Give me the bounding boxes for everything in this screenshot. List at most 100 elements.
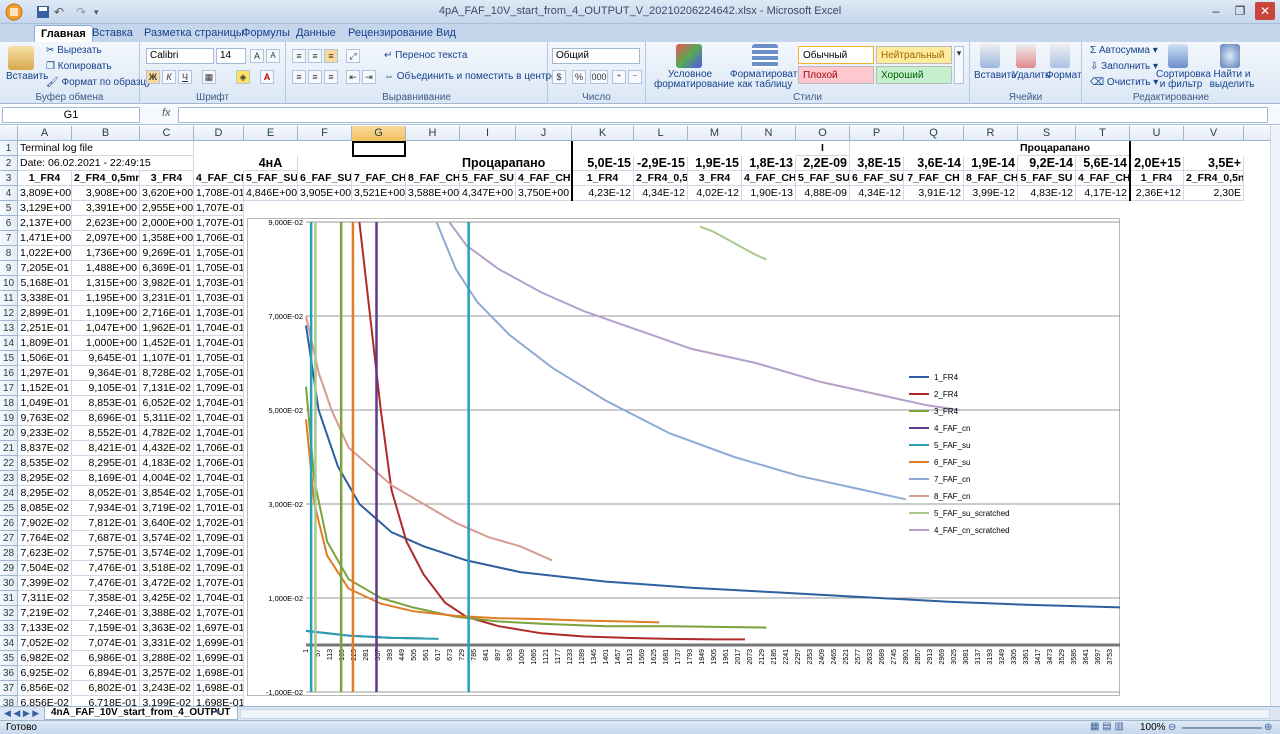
cell-C3[interactable]: 3_FR4 [140, 171, 194, 186]
cell-C32[interactable]: 3,388E-02 [140, 606, 194, 621]
cell-B5[interactable]: 3,391E+00 [72, 201, 140, 216]
cell-A26[interactable]: 7,902E-02 [18, 516, 72, 531]
align-bottom-icon[interactable]: ≡ [324, 49, 338, 63]
cell-H3[interactable]: 8_FAF_CH [406, 171, 460, 186]
row-header[interactable]: 19 [0, 411, 18, 426]
cell-G4[interactable]: 3,521E+00 [352, 186, 406, 201]
cell-C9[interactable]: 6,369E-01 [140, 261, 194, 276]
cell-B36[interactable]: 6,894E-01 [72, 666, 140, 681]
cell-A21[interactable]: 8,837E-02 [18, 441, 72, 456]
row-header[interactable]: 14 [0, 336, 18, 351]
cell-D13[interactable]: 1,704E-01 [194, 321, 244, 336]
tab-review[interactable]: Рецензирование [348, 27, 433, 39]
cell-C30[interactable]: 3,472E-02 [140, 576, 194, 591]
cell-A33[interactable]: 7,133E-02 [18, 621, 72, 636]
paste-button[interactable]: Вставить [6, 71, 49, 82]
cell-A29[interactable]: 7,504E-02 [18, 561, 72, 576]
undo-icon[interactable]: ↶ [54, 5, 65, 19]
cell-C8[interactable]: 9,269E-01 [140, 246, 194, 261]
find-select-button[interactable]: Найти и выделить [1209, 69, 1255, 90]
styles-more-icon[interactable]: ▾ [954, 46, 964, 84]
cell-A5[interactable]: 3,129E+00 [18, 201, 72, 216]
cell-A35[interactable]: 6,982E-02 [18, 651, 72, 666]
cell-D36[interactable]: 1,698E-01 [194, 666, 244, 681]
cell-D11[interactable]: 1,703E-01 [194, 291, 244, 306]
cell-A2[interactable]: Date: 06.02.2021 - 22:49:15 [18, 156, 194, 171]
cell-D33[interactable]: 1,697E-01 [194, 621, 244, 636]
cell-B26[interactable]: 7,812E-01 [72, 516, 140, 531]
cell-A25[interactable]: 8,085E-02 [18, 501, 72, 516]
decrease-decimal-icon[interactable]: ⁻ [628, 70, 642, 84]
cell-C14[interactable]: 1,452E-01 [140, 336, 194, 351]
cell-B30[interactable]: 7,476E-01 [72, 576, 140, 591]
cell-D37[interactable]: 1,698E-01 [194, 681, 244, 696]
increase-indent-icon[interactable]: ⇥ [362, 70, 376, 84]
cell-B7[interactable]: 2,097E+00 [72, 231, 140, 246]
cell-A22[interactable]: 8,535E-02 [18, 456, 72, 471]
row-header[interactable]: 33 [0, 621, 18, 636]
row-header[interactable]: 9 [0, 261, 18, 276]
cell-C25[interactable]: 3,719E-02 [140, 501, 194, 516]
cell-A7[interactable]: 1,471E+00 [18, 231, 72, 246]
cell-B14[interactable]: 1,000E+00 [72, 336, 140, 351]
office-button[interactable] [4, 3, 24, 21]
row-header[interactable]: 31 [0, 591, 18, 606]
tab-view[interactable]: Вид [436, 27, 456, 39]
column-header-F[interactable]: F [298, 126, 352, 141]
fill-button[interactable]: ⇩ Заполнить ▾ [1090, 61, 1159, 72]
format-painter-button[interactable]: 🖌 Формат по образцу [46, 77, 151, 88]
cell-B21[interactable]: 8,421E-01 [72, 441, 140, 456]
cell-G3[interactable]: 7_FAF_CH [352, 171, 406, 186]
insert-sheet-icon[interactable]: ✦ [214, 707, 222, 717]
tab-insert[interactable]: Вставка [92, 27, 133, 39]
cell-A18[interactable]: 1,049E-01 [18, 396, 72, 411]
cell-D38[interactable]: 1,698E-01 [194, 696, 244, 706]
cell-A8[interactable]: 1,022E+00 [18, 246, 72, 261]
column-header-G[interactable]: G [352, 126, 406, 141]
cell-D25[interactable]: 1,701E-01 [194, 501, 244, 516]
cell-O3[interactable]: 5_FAF_SU [796, 171, 850, 186]
cell-T3[interactable]: 4_FAF_CH [1076, 171, 1130, 186]
cell-A4[interactable]: 3,809E+00 [18, 186, 72, 201]
format-as-table-icon[interactable] [752, 44, 778, 68]
cell-A15[interactable]: 1,506E-01 [18, 351, 72, 366]
column-header-V[interactable]: V [1184, 126, 1244, 141]
row-header[interactable]: 21 [0, 441, 18, 456]
cell-L2[interactable]: -2,9E-15 [634, 156, 688, 171]
column-header-K[interactable]: K [572, 126, 634, 141]
merge-center-button[interactable]: ⇔ Объединить и поместить в центре ▾ [384, 71, 564, 82]
cell-C5[interactable]: 2,955E+00 [140, 201, 194, 216]
cell-C37[interactable]: 3,243E-02 [140, 681, 194, 696]
cell-E4[interactable]: 4,846E+00 [244, 186, 298, 201]
cell-A32[interactable]: 7,219E-02 [18, 606, 72, 621]
save-icon[interactable] [36, 3, 50, 21]
tab-data[interactable]: Данные [296, 27, 336, 39]
cell-K3[interactable]: 1_FR4 [572, 171, 634, 186]
cell-S2[interactable]: 9,2E-14 [1018, 156, 1076, 171]
cell-D12[interactable]: 1,703E-01 [194, 306, 244, 321]
cell-C11[interactable]: 3,231E-01 [140, 291, 194, 306]
italic-button[interactable]: К [162, 70, 176, 84]
cell-J4[interactable]: 3,750E+00 [516, 186, 572, 201]
borders-icon[interactable]: ▦ [202, 70, 216, 84]
cell-D32[interactable]: 1,707E-01 [194, 606, 244, 621]
cell-D22[interactable]: 1,706E-01 [194, 456, 244, 471]
cell-N4[interactable]: 1,90E-13 [742, 186, 796, 201]
cell-B24[interactable]: 8,052E-01 [72, 486, 140, 501]
cell-D15[interactable]: 1,705E-01 [194, 351, 244, 366]
font-color-icon[interactable]: A [260, 70, 274, 84]
cell-A36[interactable]: 6,925E-02 [18, 666, 72, 681]
vertical-scrollbar[interactable] [1270, 126, 1280, 706]
delete-cells-button[interactable]: Удалить [1012, 70, 1051, 81]
cell-P3[interactable]: 6_FAF_SU [850, 171, 904, 186]
column-header-U[interactable]: U [1130, 126, 1184, 141]
cell-A20[interactable]: 9,233E-02 [18, 426, 72, 441]
cell-D26[interactable]: 1,702E-01 [194, 516, 244, 531]
cell-C36[interactable]: 3,257E-02 [140, 666, 194, 681]
cell-D7[interactable]: 1,706E-01 [194, 231, 244, 246]
fill-color-icon[interactable]: ◈ [236, 70, 250, 84]
cell-B37[interactable]: 6,802E-01 [72, 681, 140, 696]
row-header[interactable]: 27 [0, 531, 18, 546]
qat-dropdown-icon[interactable]: ▾ [94, 6, 99, 17]
row-header[interactable]: 11 [0, 291, 18, 306]
